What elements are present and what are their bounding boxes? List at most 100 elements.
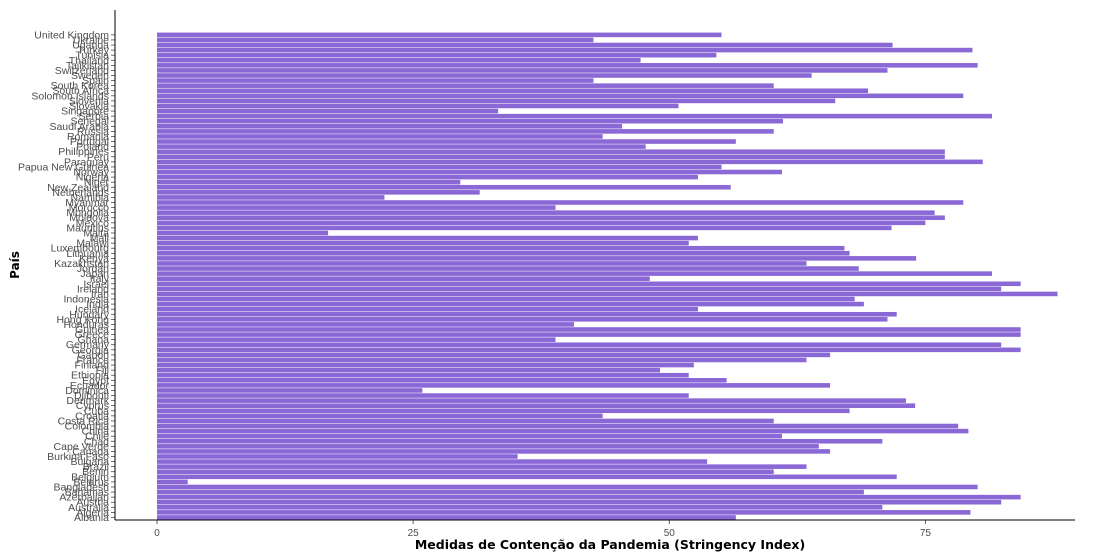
bar-61 [157, 205, 556, 210]
y-tick-label-4: Azerbaijan [59, 492, 109, 504]
bar-64 [157, 190, 480, 195]
y-tick-label-17: China [82, 426, 110, 438]
y-tick-label-55: Mali [90, 233, 109, 245]
y-tick-label-37: Guinea [75, 324, 109, 336]
bar-86 [157, 78, 594, 83]
bar-21 [157, 408, 850, 414]
y-tick-label-65: New Zealand [47, 182, 109, 194]
y-tick-label-69: Papua New Guinea [18, 161, 109, 173]
bar-54 [157, 240, 689, 246]
y-tick-label-91: Tunisia [76, 50, 110, 62]
y-tick-label-94: Ukraine [73, 34, 109, 46]
bar-71 [157, 154, 945, 160]
y-tick-label-90: Thailand [69, 55, 109, 67]
bar-2 [157, 505, 883, 510]
bar-53 [157, 245, 845, 251]
bar-6 [157, 484, 978, 490]
bar-93 [157, 42, 893, 48]
bar-69 [157, 164, 722, 170]
bar-81 [157, 103, 679, 109]
bar-31 [157, 357, 807, 363]
bars-group [157, 32, 1058, 520]
y-tick-label-42: India [86, 299, 109, 311]
y-tick-label-71: Peru [87, 151, 109, 163]
bar-15 [157, 438, 883, 444]
y-tick-label-1: Algeria [76, 507, 109, 519]
y-tick-label-72: Philippines [58, 146, 109, 158]
bar-46 [157, 281, 1021, 287]
y-axis-title: País [8, 251, 22, 279]
bar-33 [157, 347, 1021, 353]
y-tick-label-78: Senegal [70, 116, 109, 128]
bar-37 [157, 327, 1021, 332]
bar-19 [157, 418, 774, 424]
y-tick-label-80: Singapore [61, 106, 109, 118]
y-tick-label-81: Slovakia [69, 100, 109, 112]
y-tick-label-26: Ecuador [70, 380, 110, 392]
bar-0 [157, 515, 736, 520]
y-tick-label-30: Finland [75, 360, 110, 372]
y-tick-label-27: Egypt [82, 375, 109, 387]
y-tick-label-60: Mongolia [66, 207, 109, 219]
bar-85 [157, 83, 774, 88]
bar-35 [157, 337, 556, 342]
bar-67 [157, 174, 698, 180]
y-tick-label-93: Uganda [72, 40, 109, 52]
y-tick-label-84: South Africa [52, 85, 109, 97]
bar-7 [157, 479, 188, 485]
bar-58 [157, 220, 926, 226]
x-axis-title: Medidas de Contenção da Pandemia (String… [415, 537, 805, 552]
y-tick-label-20: Croatia [75, 410, 109, 422]
y-tick-label-46: Israel [83, 278, 109, 290]
y-tick-label-11: Bulgaria [70, 456, 109, 468]
bar-88 [157, 68, 888, 73]
y-tick-label-70: Paraguay [64, 156, 110, 168]
y-tick-label-38: Honduras [63, 319, 109, 331]
y-tick-label-13: Canada [72, 446, 109, 458]
y-tick-label-85: South Korea [51, 80, 110, 92]
y-tick-label-23: Denmark [66, 395, 109, 407]
y-tick-label-62: Myanmar [65, 197, 109, 209]
y-tick-label-95: United Kingdom [34, 29, 109, 41]
y-tick-label-0: Albania [74, 512, 109, 524]
bar-95 [157, 32, 722, 38]
y-tick-label-68: Norway [73, 167, 109, 179]
bar-13 [157, 449, 831, 454]
bar-87 [157, 73, 812, 78]
y-tick-label-77: Saudi Arabia [49, 121, 109, 133]
y-tick-label-75: Romania [67, 131, 109, 143]
bar-12 [157, 454, 518, 459]
y-tick-label-21: Cuba [84, 405, 109, 417]
y-tick-label-2: Australia [68, 502, 109, 514]
y-tick-label-67: Nigeria [76, 172, 109, 184]
y-tick-label-31: France [76, 354, 109, 366]
y-tick-label-44: Iran [91, 288, 109, 300]
y-tick-label-47: Italy [90, 273, 110, 285]
bar-30 [157, 362, 694, 368]
bar-80 [157, 108, 499, 114]
y-tick-label-22: Cyprus [76, 400, 109, 412]
bar-41 [157, 306, 698, 312]
bar-24 [157, 393, 689, 398]
bar-3 [157, 499, 1002, 505]
bar-49 [157, 266, 859, 271]
bar-34 [157, 342, 1002, 348]
bar-42 [157, 301, 864, 307]
y-tick-label-6: Bangladesh [54, 481, 110, 493]
y-tick-label-59: Moldova [69, 212, 109, 224]
y-tick-label-43: Indonesia [63, 294, 109, 306]
bar-51 [157, 256, 917, 261]
bar-26 [157, 383, 831, 388]
y-tick-label-66: Niger [84, 177, 110, 189]
bar-74 [157, 139, 736, 144]
bar-36 [157, 332, 1021, 337]
y-tick-label-88: Switzerland [55, 65, 109, 77]
y-tick-label-32: Gabon [77, 349, 109, 361]
bar-11 [157, 459, 708, 464]
bar-62 [157, 200, 964, 205]
y-tick-label-16: Chile [85, 431, 109, 443]
bar-9 [157, 469, 774, 475]
y-tick-label-73: Poland [76, 141, 109, 153]
y-tick-label-52: Lithuania [66, 248, 109, 260]
